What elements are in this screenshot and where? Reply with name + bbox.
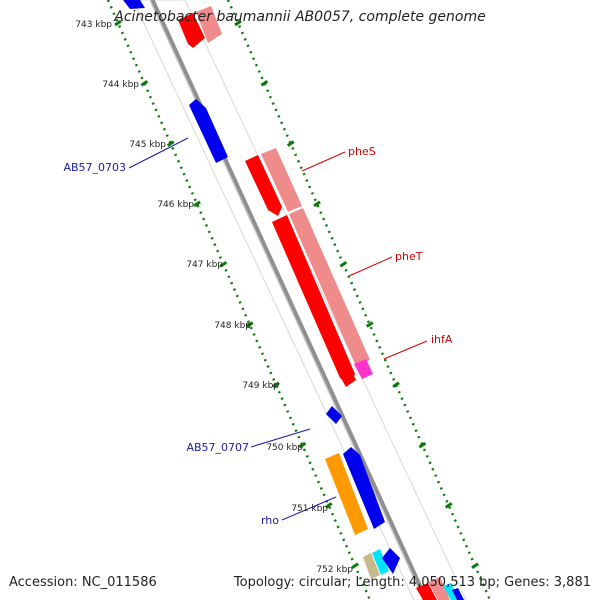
gene-phet-red xyxy=(272,215,355,384)
scale-label-750: 750 kbp xyxy=(266,443,303,453)
scale-label-744: 744 kbp xyxy=(102,80,139,90)
genome-backbone-highlight xyxy=(149,0,425,600)
leader-ab57-0707 xyxy=(250,428,311,448)
outer-scale-tick xyxy=(418,441,427,449)
gene-ab57-0703 xyxy=(189,99,228,163)
scale-label-749: 749 kbp xyxy=(242,381,279,391)
gene-phet-pink xyxy=(289,208,370,366)
scale-label-746: 746 kbp xyxy=(157,200,194,210)
outer-scale-tick xyxy=(234,19,242,27)
gene-feature-bottom-tan xyxy=(363,553,380,579)
leader-phet xyxy=(348,256,393,277)
accession-label: Accession: NC_011586 xyxy=(9,575,157,590)
gene-feature-edge-2 xyxy=(428,577,450,600)
scale-ticks xyxy=(114,19,479,569)
inner-scale-tick xyxy=(193,200,201,208)
gene-ihfa-red xyxy=(337,366,356,387)
gene-label-ab57-0703[interactable]: AB57_0703 xyxy=(63,161,126,174)
leader-rho xyxy=(281,496,337,521)
inner-scale-tick xyxy=(324,502,333,509)
scale-label-751: 751 kbp xyxy=(291,504,328,514)
scale-label-752: 752 kbp xyxy=(316,565,353,575)
gene-label-phet[interactable]: pheT xyxy=(395,250,423,263)
gene-feature-top-pink xyxy=(196,6,222,43)
gene-phes-red xyxy=(245,155,282,216)
inner-scale-tick xyxy=(219,260,228,268)
outer-scale-tick xyxy=(260,80,269,87)
gene-label-rho[interactable]: rho xyxy=(261,514,279,527)
gene-ab57-0707 xyxy=(326,406,342,424)
outer-scale-tick xyxy=(313,200,321,208)
gene-rho-orange xyxy=(325,453,368,535)
inner-scale-tick xyxy=(351,562,359,569)
leader-ihfa xyxy=(383,340,428,360)
gene-rho-blue xyxy=(343,447,385,529)
scale-label-745: 745 kbp xyxy=(129,140,166,150)
gene-ihfa-magenta xyxy=(354,359,373,379)
gene-phes-pink xyxy=(261,148,302,212)
inner-scale-tick xyxy=(245,321,254,328)
gene-feature-top-blue xyxy=(123,0,145,9)
outer-scale-tick xyxy=(365,321,374,328)
gene-label-phes[interactable]: pheS xyxy=(348,145,376,158)
gene-feature-edge-4 xyxy=(452,588,464,600)
genome-backbone xyxy=(149,0,429,600)
scale-label-743: 743 kbp xyxy=(75,20,112,30)
outer-scale-tick xyxy=(392,381,400,389)
map-title: Acinetobacter baumannii AB0057, complete… xyxy=(114,9,486,25)
gene-label-ab57-0707[interactable]: AB57_0707 xyxy=(186,441,249,454)
gene-feature-top-red xyxy=(178,13,205,48)
topology-summary: Topology: circular; Length: 4,050,513 bp… xyxy=(233,575,591,590)
inner-scale-tick xyxy=(140,80,149,87)
outer-scale-tick xyxy=(286,140,295,147)
gene-feature-bottom-cyan xyxy=(372,549,389,575)
inner-scale-tick xyxy=(298,441,307,449)
leader-ab57-0703 xyxy=(128,137,189,169)
gene-label-ihfa[interactable]: ihfA xyxy=(431,333,453,346)
inner-scale-tick xyxy=(114,19,122,27)
inner-scale-tick xyxy=(272,381,280,389)
scale-label-748: 748 kbp xyxy=(214,321,251,331)
leader-phes xyxy=(301,151,346,172)
outer-scale-tick xyxy=(471,562,479,569)
gene-feature-edge-1 xyxy=(416,583,437,600)
inner-scale-tick xyxy=(166,140,175,147)
gene-feature-bottom-blue xyxy=(382,548,400,574)
outer-scale-tick xyxy=(339,260,348,268)
scale-label-747: 747 kbp xyxy=(186,260,223,270)
outer-scale-tick xyxy=(444,502,453,509)
